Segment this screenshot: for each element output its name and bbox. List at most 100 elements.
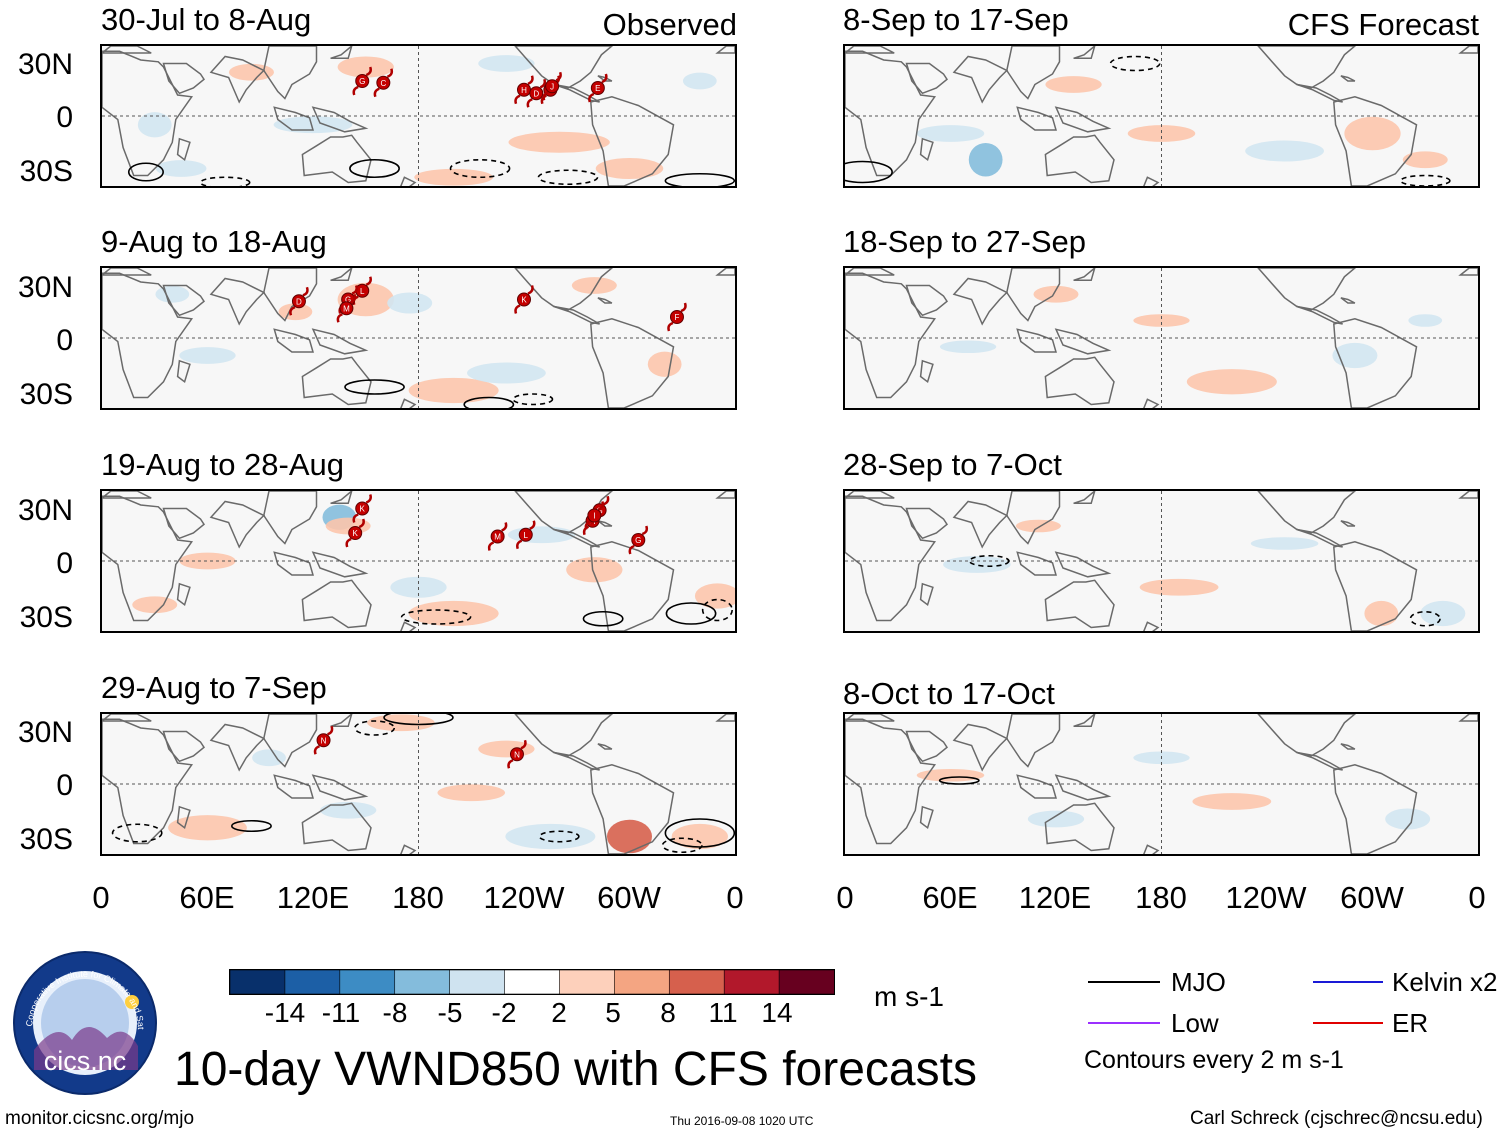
anomaly-shading [943, 556, 1011, 573]
storm-tail [516, 520, 536, 550]
coastline [553, 83, 600, 103]
anomaly-shading [1420, 600, 1466, 627]
storm-symbol [291, 294, 306, 309]
coastline [301, 802, 372, 852]
storm-letter: H [521, 86, 527, 95]
storm-tail [352, 66, 372, 96]
storm-marker: L [516, 520, 536, 550]
coastline [209, 723, 266, 772]
coastline [102, 46, 152, 54]
storm-letter: K [353, 529, 359, 538]
storm-symbol [545, 79, 560, 94]
legend-label-er: ER [1392, 1008, 1429, 1038]
mjo-contour [349, 158, 400, 179]
x-label-obs-0-end: 0 [726, 880, 744, 915]
storm-symbol [316, 733, 331, 748]
mjo-contour [665, 602, 717, 625]
storm-symbol [509, 747, 524, 762]
x-label-obs-120e: 120E [276, 880, 350, 915]
coastline [919, 582, 934, 607]
coastline [715, 491, 735, 499]
storm-letter: F [675, 313, 680, 322]
coastline [102, 714, 152, 722]
mjo-contour [664, 172, 735, 186]
coastline [905, 507, 948, 540]
mjo-contour [664, 818, 735, 848]
coastline [176, 359, 191, 384]
storm-tail [336, 293, 357, 323]
storm-symbol [376, 75, 391, 90]
coastline [330, 268, 353, 282]
storm-marker: M [487, 522, 508, 551]
anomaly-shading [132, 596, 178, 614]
panel-title-obs-3: 19-Aug to 28-Aug [101, 447, 345, 482]
coastline [102, 268, 152, 276]
anomaly-shading [387, 292, 433, 314]
mjo-contour [449, 158, 511, 179]
coastline [1006, 268, 1061, 322]
anomaly-shading [606, 819, 653, 854]
y-label-30s-3: 30S [19, 601, 73, 634]
storm-letter: E [595, 84, 600, 93]
panel-title-obs-2: 9-Aug to 18-Aug [101, 224, 327, 259]
coastline [1054, 106, 1112, 133]
footer-url[interactable]: monitor.cicsnc.org/mjo [5, 1108, 195, 1129]
colorbar-swatch [229, 969, 286, 995]
coastline [1073, 714, 1096, 728]
storm-marker: L [352, 276, 372, 306]
storm-symbol [355, 74, 370, 88]
anomaly-shading [671, 823, 728, 850]
colorbar-swatch [339, 969, 396, 995]
storm-tail [373, 68, 394, 98]
storm-letter: C [380, 79, 386, 88]
mjo-contour [344, 379, 405, 395]
coastline [590, 318, 675, 408]
coastline [330, 491, 353, 505]
anomaly-shading [571, 277, 617, 294]
coastline [176, 582, 191, 607]
coastline [1458, 714, 1478, 722]
legend-line-kelvin [1313, 981, 1383, 983]
coastline [1006, 46, 1061, 100]
anomaly-shading [320, 801, 377, 819]
coastline [905, 284, 948, 317]
coastline [176, 805, 191, 830]
storm-letter: J [550, 82, 554, 91]
coastline [1073, 491, 1096, 505]
colorbar-units: m s-1 [874, 981, 944, 1012]
anomaly-shading [1015, 519, 1061, 533]
anomaly-shading [408, 600, 499, 627]
coastline [845, 46, 895, 54]
coastline [514, 46, 614, 89]
storm-tail [345, 518, 365, 548]
anomaly-shading [1027, 810, 1085, 828]
coastline [176, 137, 191, 162]
anomaly-shading [137, 112, 172, 138]
mjo-contour [582, 610, 624, 627]
mjo-contour [230, 819, 272, 833]
map-panel-fc-2 [843, 266, 1480, 410]
colorbar-label: 5 [605, 997, 621, 1028]
storm-tail [584, 501, 605, 530]
coastline [102, 272, 194, 399]
coastline [715, 268, 735, 276]
coastline [162, 284, 205, 317]
x-label-fc-120w: 120W [1225, 880, 1307, 915]
storm-letter: M [343, 304, 350, 313]
coastline [330, 46, 353, 60]
coastline [845, 50, 937, 177]
coastline [597, 520, 613, 527]
legend-line-mjo [1088, 981, 1160, 983]
colorbar-swatch [449, 969, 506, 995]
coastline [1016, 774, 1057, 799]
anomaly-shading [508, 131, 610, 153]
legend-line-er [1313, 1022, 1383, 1024]
coastline [1143, 176, 1160, 186]
coastline [952, 277, 1009, 326]
coastline [273, 551, 314, 576]
coastline [1458, 268, 1478, 276]
mjo-contour [1399, 174, 1451, 186]
footer-timestamp: Thu 2016-09-08 1020 UTC [670, 1114, 814, 1128]
storm-tail [667, 302, 687, 332]
